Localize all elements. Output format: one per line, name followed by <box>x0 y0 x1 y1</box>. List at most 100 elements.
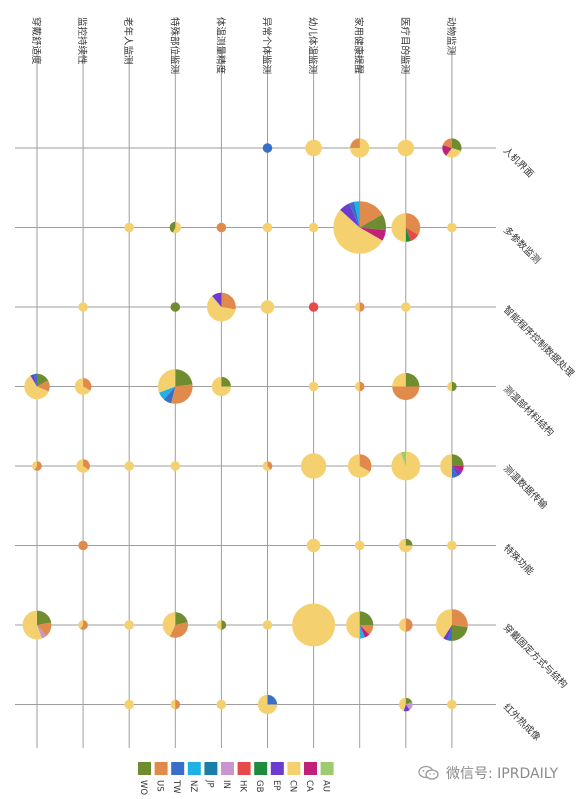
pie-slice <box>340 203 360 228</box>
pie-slice <box>405 697 413 705</box>
pie-slice <box>267 694 278 705</box>
pie-slice <box>37 622 52 637</box>
pie-slice <box>447 381 452 392</box>
pie-slice <box>22 610 42 640</box>
pie-slice <box>359 454 372 472</box>
pie-slice <box>397 139 415 157</box>
pie-marker <box>22 610 52 640</box>
pie-slice <box>400 451 406 466</box>
legend-label: NZ <box>188 780 198 792</box>
pie-slice <box>157 369 176 393</box>
column-label: 异常个体监测 <box>261 17 273 74</box>
watermark-text: 微信号: IPRDAILY <box>446 766 559 782</box>
pie-slice <box>169 221 176 233</box>
pie-slice <box>267 461 273 470</box>
legend-swatch <box>187 762 201 775</box>
pie-marker <box>447 222 457 233</box>
pie-slice <box>451 466 463 477</box>
legend-label: GB <box>254 780 264 793</box>
column-label: 动物监测 <box>445 17 457 55</box>
legend-item: IN <box>221 762 234 789</box>
pie-marker <box>300 453 327 479</box>
pie-slice <box>399 538 413 553</box>
legend-item: JP <box>204 762 218 788</box>
pie-slice <box>405 227 419 242</box>
row-label: 智能程序控制数据处理 <box>501 304 576 380</box>
column-label: 医疗目的监测 <box>399 17 411 74</box>
legend-label: AU <box>321 780 331 792</box>
pie-slice <box>359 625 365 639</box>
pie-marker <box>391 451 421 481</box>
pie-marker <box>347 454 372 478</box>
pie-marker <box>169 221 181 234</box>
pie-slice <box>359 625 370 638</box>
pie-slice <box>359 611 374 625</box>
pie-marker <box>124 699 134 710</box>
pie-marker <box>162 612 188 638</box>
legend-item: GB <box>254 762 268 793</box>
pie-slice <box>443 625 452 641</box>
pie-slice <box>405 213 421 235</box>
pie-slice <box>392 372 406 387</box>
column-label: 幼儿体温监测 <box>307 17 319 74</box>
pie-slice <box>350 138 360 148</box>
pie-slice <box>354 540 365 551</box>
pie-slice <box>257 694 278 715</box>
pie-marker <box>216 699 227 710</box>
pie-marker <box>260 300 275 314</box>
pie-slice <box>171 384 193 404</box>
pie-marker <box>257 694 278 715</box>
legend-label: EP <box>271 780 281 791</box>
legend: WO US TW NZ JP IN HK GB EP CN CA AU <box>138 762 334 795</box>
legend-swatch <box>237 762 251 775</box>
pie-slice <box>262 222 273 233</box>
grid-lines <box>15 50 496 748</box>
pie-marker <box>399 618 413 632</box>
pie-slice <box>447 222 457 233</box>
row-labels: 人机界面多参数监测智能程序控制数据处理测温部材料结构测温数据传输特殊功能穿戴固定… <box>501 145 576 744</box>
pie-slice <box>405 538 413 546</box>
pie-slice <box>451 466 464 472</box>
pie-slice <box>211 376 231 397</box>
pie-marker <box>354 540 365 551</box>
pie-marker <box>308 302 319 312</box>
pie-slice <box>76 459 89 473</box>
column-label: 穿戴舒适度 <box>30 17 42 65</box>
pie-slice <box>216 620 222 630</box>
pie-slice <box>33 373 37 387</box>
column-label: 特殊部位监测 <box>168 17 180 74</box>
pie-marker <box>157 369 193 404</box>
pie-slice <box>78 302 88 312</box>
pie-slice <box>399 618 406 632</box>
legend-swatch <box>287 762 301 775</box>
legend-swatch <box>221 762 234 775</box>
pie-slice <box>442 138 452 148</box>
pie-marker <box>124 222 134 233</box>
pie-slice <box>391 451 421 481</box>
pie-marker <box>170 461 181 471</box>
pie-slice <box>262 461 271 471</box>
pie-slice <box>37 373 49 387</box>
pie-slice <box>262 620 273 630</box>
row-label: 多参数监测 <box>501 224 543 266</box>
pie-slice <box>24 375 49 400</box>
pie-marker <box>170 302 181 312</box>
wechat-watermark: 微信号: IPRDAILY <box>418 762 558 784</box>
pie-slice <box>346 611 360 639</box>
pie-marker <box>399 538 413 553</box>
legend-swatch <box>304 762 317 775</box>
pie-marker <box>442 138 462 158</box>
column-label: 老年人监测 <box>122 17 134 65</box>
legend-label: CN <box>287 780 297 792</box>
pie-slice <box>260 300 275 314</box>
pie-slice <box>83 378 92 391</box>
pie-slice <box>401 302 411 312</box>
pie-slice <box>262 143 273 153</box>
pie-slice <box>359 227 386 241</box>
pie-slice <box>300 453 327 479</box>
row-label: 红外热成像 <box>501 701 543 743</box>
pie-marker <box>124 620 134 630</box>
legend-label: IN <box>221 780 231 789</box>
pie-marker <box>391 213 421 242</box>
